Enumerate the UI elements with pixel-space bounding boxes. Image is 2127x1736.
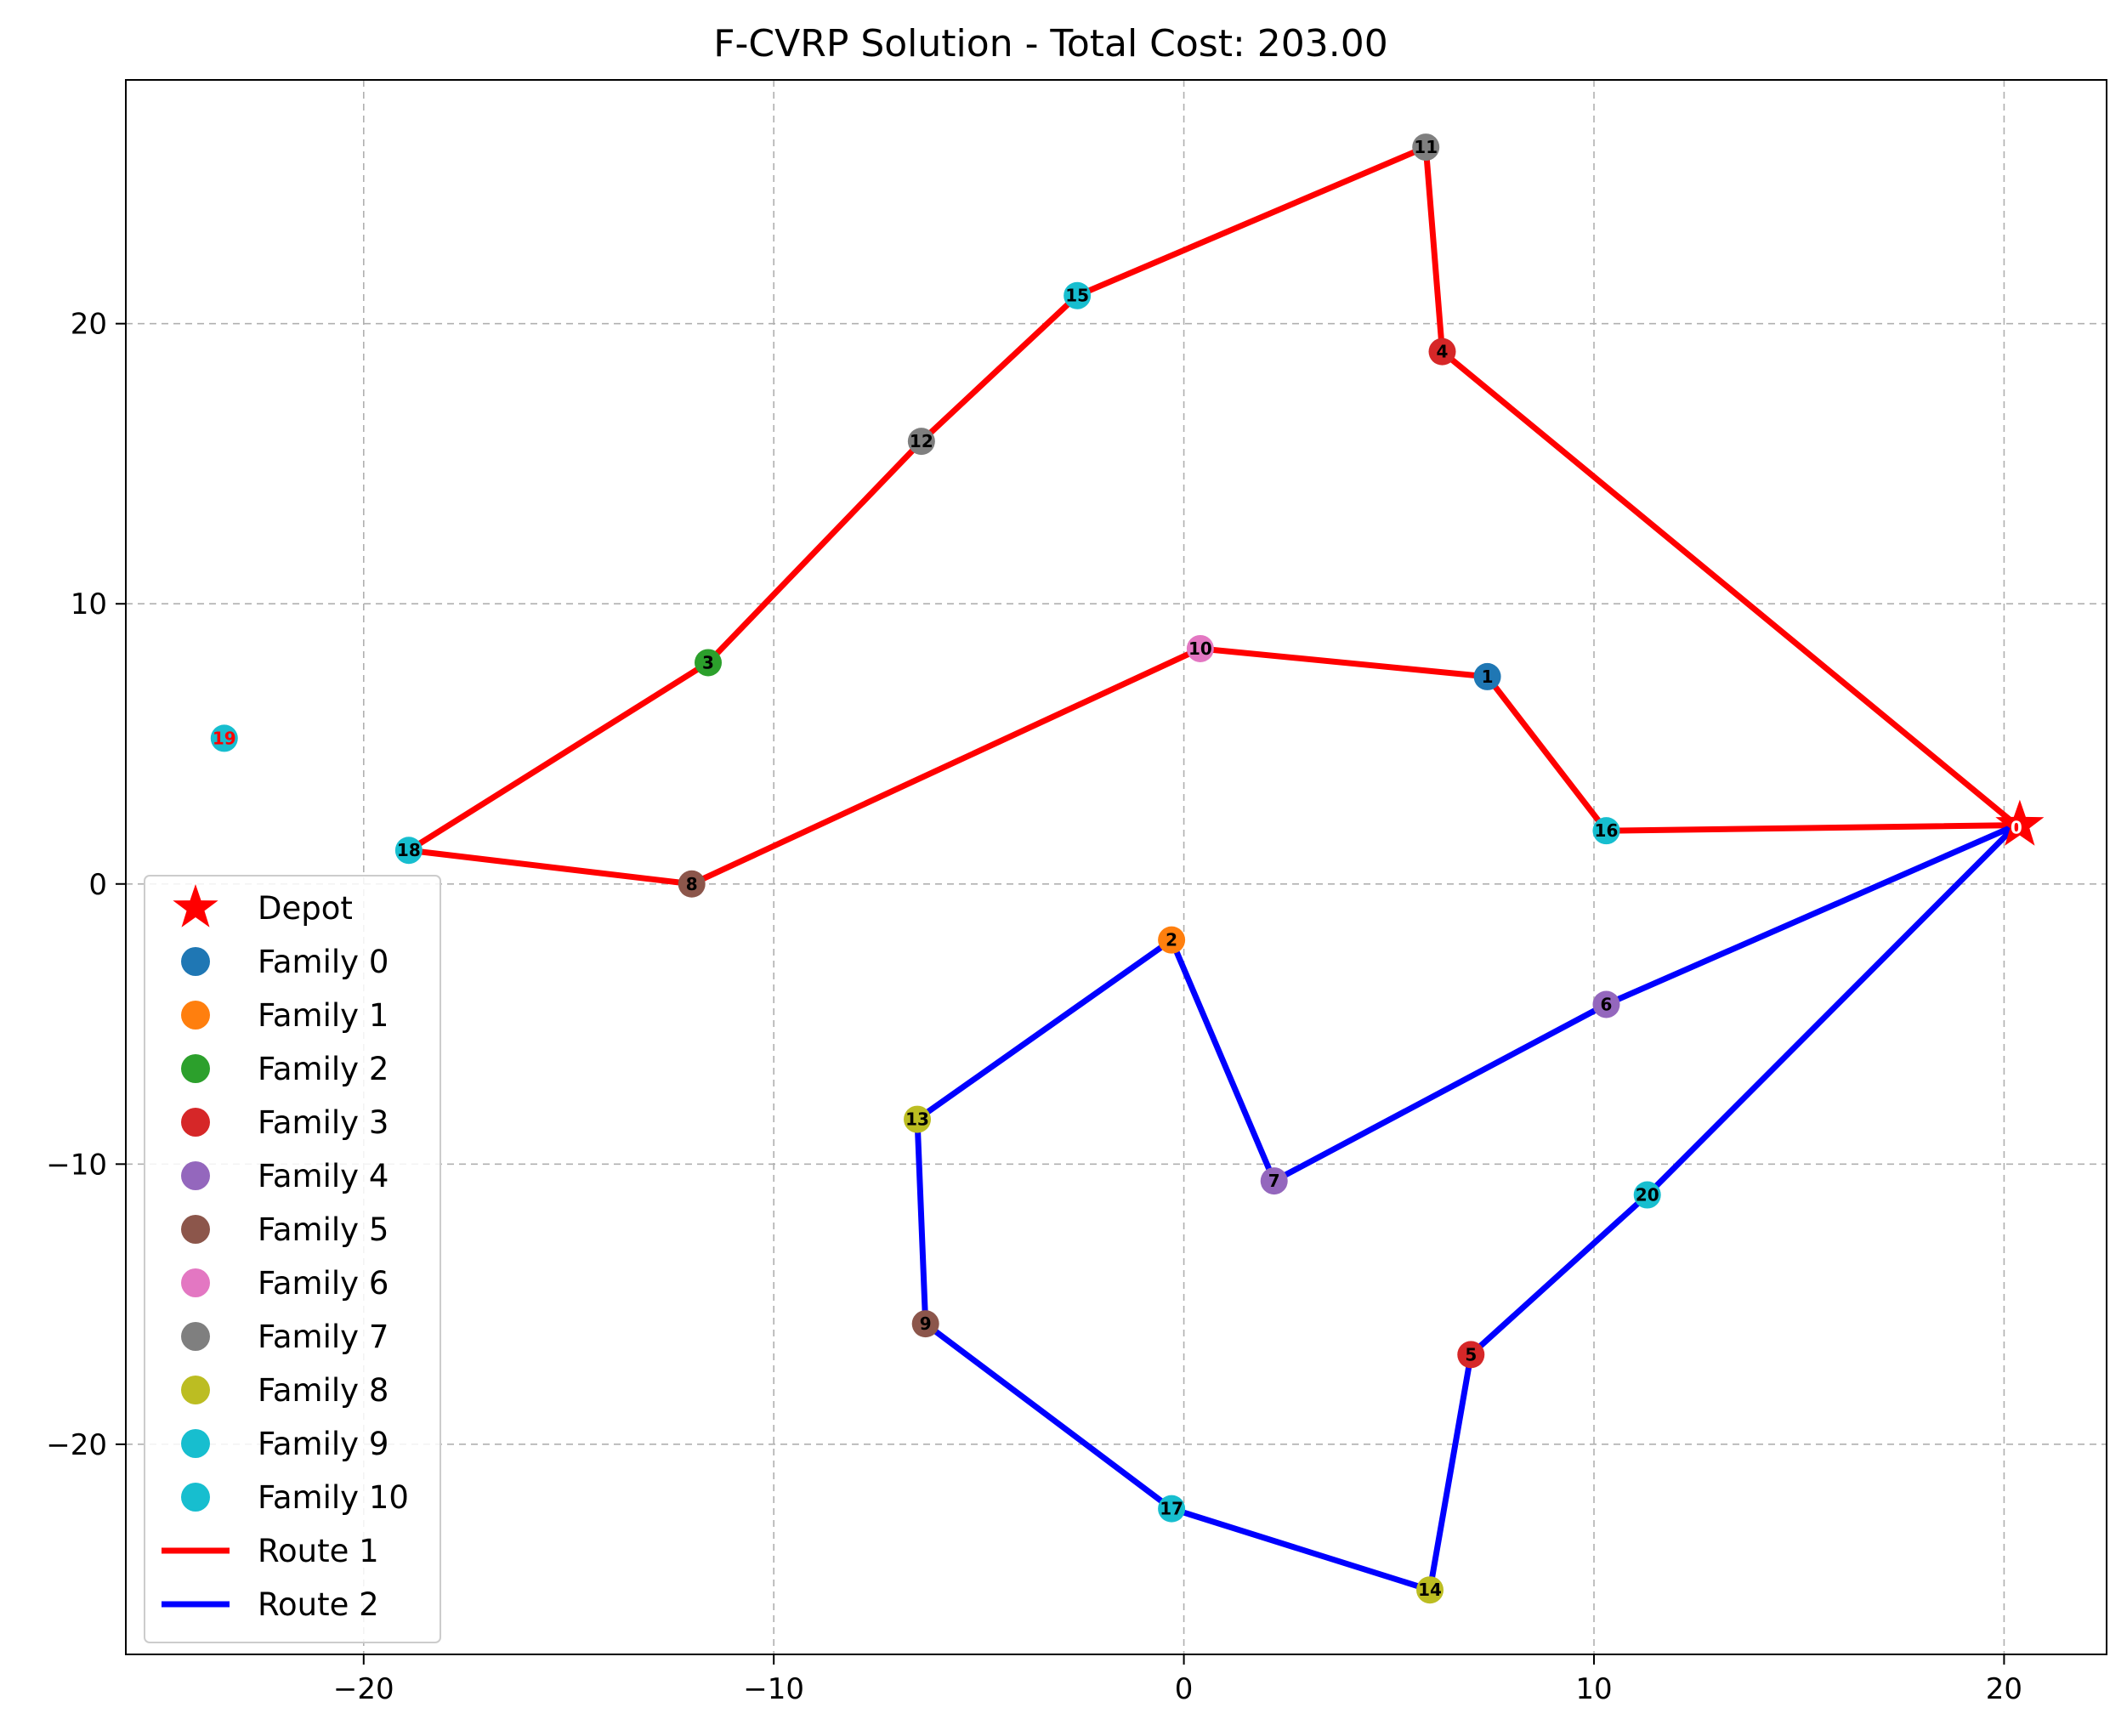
legend-family-10-symbol [181, 1483, 210, 1512]
node-5-marker [1457, 1341, 1485, 1369]
legend: Depot Family 0 Family 1 Family 2 Family 3 Fam… [144, 875, 441, 1643]
plot-area-frame [125, 79, 2107, 1655]
legend-route-1-label: Route 1 [258, 1533, 379, 1569]
node-12-label: 12 [910, 431, 933, 451]
node-9-marker [911, 1310, 939, 1338]
node-16-label: 16 [1595, 820, 1619, 841]
node-9-label: 9 [920, 1313, 932, 1334]
node-4-marker [1428, 338, 1456, 366]
node-13-label: 13 [905, 1109, 929, 1130]
node-17-label: 17 [1160, 1499, 1183, 1519]
legend-family-0-label: Family 0 [258, 944, 389, 980]
legend-family-5-label: Family 5 [258, 1211, 389, 1248]
legend-depot-label: Depot [258, 890, 353, 927]
node-8-label: 8 [686, 874, 698, 894]
node-18-marker [394, 837, 423, 865]
x-tick-label: 0 [1175, 1672, 1194, 1706]
legend-family-7-label: Family 7 [258, 1319, 389, 1355]
node-11-label: 11 [1414, 137, 1438, 157]
y-tick-label: 20 [71, 308, 107, 342]
node-10-marker [1186, 634, 1214, 662]
route-1-line [406, 144, 2020, 888]
node-15-label: 15 [1065, 286, 1089, 306]
node-20-label: 20 [1636, 1185, 1659, 1206]
node-1-marker [1473, 662, 1501, 690]
y-tick-label: −10 [46, 1148, 107, 1182]
legend-family-4-symbol [181, 1161, 210, 1190]
legend-family-3-label: Family 3 [258, 1104, 389, 1141]
legend-family-8-symbol [181, 1376, 210, 1404]
node-19-label: 19 [213, 728, 236, 748]
grid-lines [126, 80, 2107, 1654]
y-tick-label: −20 [46, 1428, 107, 1462]
x-tick-label: 20 [1986, 1672, 2022, 1706]
legend-family-5-symbol [181, 1215, 210, 1244]
legend-family-2-symbol [181, 1054, 210, 1083]
x-tick-label: −20 [333, 1672, 394, 1706]
depot-marker: 0 [1995, 799, 2045, 846]
chart-title: F-CVRP Solution - Total Cost: 203.00 [713, 22, 1388, 65]
legend-family-10-label: Family 10 [258, 1479, 409, 1516]
node-6-label: 6 [1601, 994, 1613, 1014]
legend-family-8-label: Family 8 [258, 1372, 389, 1409]
node-7-marker [1260, 1167, 1288, 1195]
legend-family-3-symbol [181, 1108, 210, 1137]
node-14-marker [1416, 1576, 1444, 1604]
node-14-label: 14 [1418, 1580, 1442, 1600]
x-tick-label: 10 [1575, 1672, 1612, 1706]
node-2-marker [1158, 926, 1186, 954]
node-16-marker [1592, 817, 1620, 845]
legend-family-0-symbol [181, 947, 210, 976]
node-10-label: 10 [1188, 638, 1212, 659]
node-15-marker [1064, 281, 1092, 309]
legend-family-4-label: Family 4 [258, 1158, 389, 1194]
node-13-marker [904, 1105, 932, 1133]
legend-family-1-symbol [181, 1001, 210, 1030]
node-7-label: 7 [1268, 1171, 1280, 1191]
node-8-marker [678, 870, 706, 898]
node-6-marker [1592, 990, 1620, 1018]
legend-family-7-symbol [181, 1322, 210, 1351]
node-1-label: 1 [1482, 667, 1494, 687]
legend-box [144, 875, 441, 1643]
node-2-label: 2 [1166, 930, 1177, 950]
legend-depot-symbol [173, 884, 218, 928]
node-11-marker [1412, 133, 1440, 162]
legend-family-2-label: Family 2 [258, 1051, 389, 1087]
legend-family-1-label: Family 1 [258, 997, 389, 1034]
node-4-label: 4 [1437, 342, 1449, 362]
y-tick-label: 0 [88, 868, 107, 902]
x-tick-label: −10 [743, 1672, 804, 1706]
node-12-marker [907, 428, 935, 456]
depot-label: 0 [2011, 818, 2022, 838]
y-tick-label: 10 [71, 587, 107, 621]
legend-family-9-label: Family 9 [258, 1426, 389, 1462]
node-19-marker [210, 724, 238, 752]
legend-family-6-label: Family 6 [258, 1265, 389, 1302]
node-20-marker [1633, 1181, 1661, 1209]
legend-family-9-symbol [181, 1429, 210, 1458]
legend-route-2-label: Route 2 [258, 1586, 379, 1623]
node-17-marker [1158, 1495, 1186, 1523]
node-18-label: 18 [397, 840, 421, 860]
node-5-label: 5 [1465, 1344, 1477, 1364]
node-3-marker [695, 649, 723, 677]
node-3-label: 3 [702, 652, 714, 672]
depot-star [1995, 799, 2045, 846]
legend-family-6-symbol [181, 1268, 210, 1297]
